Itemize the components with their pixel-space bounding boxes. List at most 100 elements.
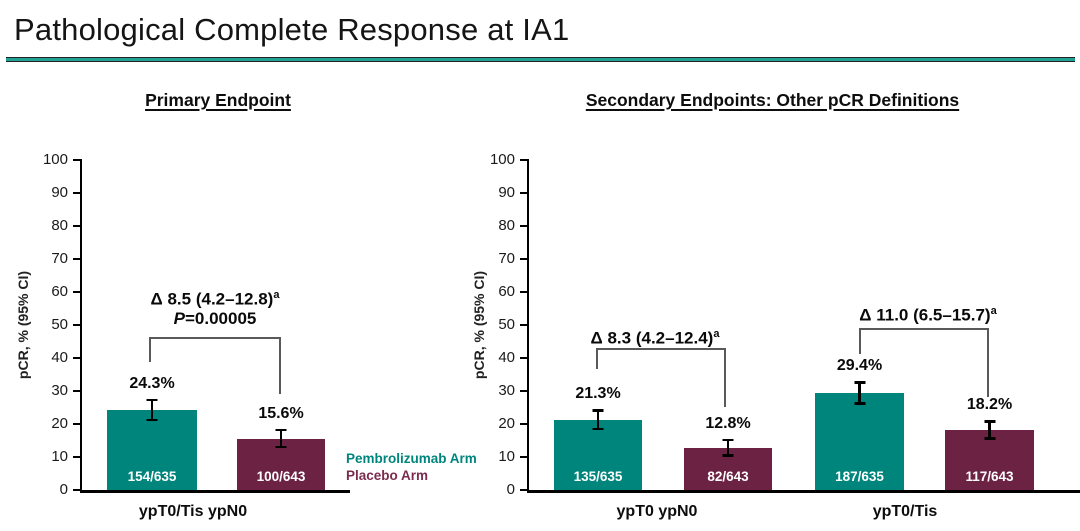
footnote-superscript: a bbox=[273, 289, 280, 301]
y-axis-tick-label: 20 bbox=[51, 415, 68, 432]
y-axis-tick bbox=[73, 291, 82, 293]
y-axis-tick-label: 50 bbox=[498, 316, 515, 333]
legend-item-pembrolizumab: Pembrolizumab Arm bbox=[346, 451, 477, 466]
y-axis-tick bbox=[520, 357, 529, 359]
legend: Pembrolizumab Arm Placebo Arm bbox=[346, 450, 477, 484]
bracket-right-leg bbox=[279, 339, 281, 394]
y-axis-tick bbox=[73, 324, 82, 326]
bar-value-label: 15.6% bbox=[258, 404, 304, 422]
y-axis-tick-label: 80 bbox=[498, 217, 515, 234]
bar-count-label: 154/635 bbox=[127, 469, 177, 484]
error-bar bbox=[988, 420, 991, 440]
error-bar bbox=[279, 428, 283, 449]
bar-count-label: 100/643 bbox=[256, 469, 306, 484]
bar-count-label: 187/635 bbox=[835, 469, 884, 484]
y-axis-tick bbox=[520, 423, 529, 425]
delta-annotation-ypt0tis: Δ 11.0 (6.5–15.7)a bbox=[803, 302, 1053, 325]
x-category-label: ypT0/Tis bbox=[872, 503, 938, 520]
y-axis-tick bbox=[73, 357, 82, 359]
bar-pembrolizumab-ypt0-ypn0: 21.3% 135/635 bbox=[554, 385, 642, 490]
y-axis-tick bbox=[73, 258, 82, 260]
p-label: P bbox=[173, 308, 185, 328]
y-axis-tick-label: 70 bbox=[498, 250, 515, 267]
y-axis-tick-label: 60 bbox=[51, 283, 68, 300]
y-axis-tick bbox=[520, 456, 529, 458]
y-axis-tick bbox=[73, 225, 82, 227]
error-bar bbox=[726, 438, 730, 457]
y-axis-tick-label: 40 bbox=[498, 349, 515, 366]
bracket-right-leg bbox=[724, 350, 726, 407]
bracket-left-leg bbox=[859, 330, 861, 354]
p-value: =0.00005 bbox=[184, 308, 257, 328]
y-axis-tick-label: 20 bbox=[498, 415, 515, 432]
y-axis-tick-label: 40 bbox=[51, 349, 68, 366]
y-axis-tick bbox=[520, 159, 529, 161]
y-axis-tick-label: 80 bbox=[51, 217, 68, 234]
bracket-left-leg bbox=[596, 350, 598, 369]
bar-placebo-ypt0-ypn0: 12.8% 82/643 bbox=[684, 415, 772, 490]
y-axis-tick bbox=[73, 423, 82, 425]
y-axis-tick bbox=[73, 390, 82, 392]
y-axis-tick bbox=[520, 291, 529, 293]
y-axis-tick bbox=[520, 258, 529, 260]
bar-pembrolizumab-ypt0tis-ypn0: 24.3% 154/635 bbox=[107, 375, 197, 490]
y-axis-tick-label: 30 bbox=[51, 382, 68, 399]
y-axis-tick bbox=[73, 456, 82, 458]
y-axis-tick bbox=[520, 390, 529, 392]
error-bar bbox=[596, 409, 600, 431]
bar-value-label: 18.2% bbox=[966, 396, 1013, 414]
delta-text: Δ 8.3 (4.2–12.4) bbox=[590, 328, 714, 348]
bar-count-label: 82/643 bbox=[707, 469, 749, 484]
y-axis-tick-label: 50 bbox=[51, 316, 68, 333]
footnote-superscript: a bbox=[990, 305, 997, 317]
bar-placebo-ypt0tis: 18.2% 117/643 bbox=[945, 396, 1034, 490]
delta-annotation-primary: Δ 8.5 (4.2–12.8)a P=0.00005 bbox=[90, 286, 340, 328]
bar-placebo-ypt0tis-ypn0: 15.6% 100/643 bbox=[237, 405, 325, 490]
error-bar bbox=[858, 381, 861, 405]
bar-pembrolizumab-ypt0tis: 29.4% 187/635 bbox=[815, 357, 904, 490]
y-axis-tick bbox=[73, 489, 82, 491]
y-axis-tick bbox=[73, 192, 82, 194]
plot-area-primary: 24.3% 154/635 15.6% 100/643 0 10 20 30 40 50 6… bbox=[43, 151, 350, 498]
p-value-line: P=0.00005 bbox=[90, 309, 340, 328]
bar-value-label: 29.4% bbox=[836, 357, 883, 375]
title-rule bbox=[6, 57, 1075, 62]
y-axis-tick bbox=[520, 225, 529, 227]
y-axis-tick bbox=[520, 192, 529, 194]
bar-value-label: 12.8% bbox=[705, 414, 751, 432]
bracket-right-leg bbox=[987, 330, 989, 397]
y-axis-tick bbox=[520, 489, 529, 491]
y-axis-tick-label: 100 bbox=[489, 151, 515, 168]
comparison-bracket-ypt0tis bbox=[859, 328, 989, 397]
y-axis-tick-label: 60 bbox=[498, 283, 515, 300]
delta-text: Δ 11.0 (6.5–15.7) bbox=[859, 305, 991, 325]
slide-title: Pathological Complete Response at IA1 bbox=[14, 12, 570, 47]
error-bar bbox=[150, 398, 154, 422]
y-axis-tick-label: 90 bbox=[51, 184, 68, 201]
secondary-endpoints-heading: Secondary Endpoints: Other pCR Definitio… bbox=[585, 90, 960, 110]
y-axis-tick-label: 0 bbox=[59, 481, 68, 498]
y-axis-tick-label: 100 bbox=[42, 151, 68, 168]
y-axis-tick-label: 90 bbox=[498, 184, 515, 201]
delta-annotation-ypt0-ypn0: Δ 8.3 (4.2–12.4)a bbox=[530, 325, 780, 348]
y-axis-tick-label: 70 bbox=[51, 250, 68, 267]
comparison-bracket-primary bbox=[149, 337, 281, 394]
x-category-label: ypT0/Tis ypN0 bbox=[138, 503, 248, 520]
bar-value-label: 21.3% bbox=[575, 385, 621, 403]
y-axis-tick-label: 0 bbox=[506, 481, 515, 498]
y-axis-tick-label: 30 bbox=[498, 382, 515, 399]
bar-value-label: 24.3% bbox=[129, 374, 175, 392]
primary-endpoint-heading: Primary Endpoint bbox=[145, 90, 291, 110]
bracket-left-leg bbox=[149, 339, 151, 362]
delta-text: Δ 8.5 (4.2–12.8) bbox=[150, 289, 274, 309]
footnote-superscript: a bbox=[713, 328, 720, 340]
y-axis-tick-label: 10 bbox=[498, 448, 515, 465]
bar-count-label: 135/635 bbox=[573, 469, 623, 484]
comparison-bracket-ypt0-ypn0 bbox=[596, 348, 726, 407]
legend-item-placebo: Placebo Arm bbox=[346, 468, 429, 483]
plot-area-secondary: 21.3% 135/635 12.8% 82/643 29.4% 187/635… bbox=[490, 151, 1080, 498]
y-axis-tick bbox=[520, 324, 529, 326]
x-category-label: ypT0 ypN0 bbox=[616, 503, 698, 520]
y-axis-tick bbox=[73, 159, 82, 161]
